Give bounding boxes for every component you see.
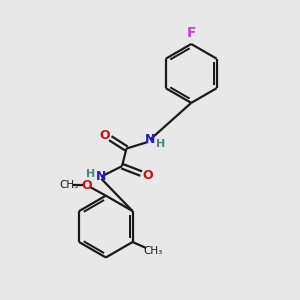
Text: O: O xyxy=(142,169,153,182)
Text: O: O xyxy=(81,179,92,192)
Text: O: O xyxy=(100,129,110,142)
Text: H: H xyxy=(156,139,165,149)
Text: F: F xyxy=(187,26,196,40)
Text: N: N xyxy=(145,133,155,146)
Text: CH₃: CH₃ xyxy=(59,180,79,190)
Text: H: H xyxy=(85,169,95,178)
Text: N: N xyxy=(96,170,106,183)
Text: CH₃: CH₃ xyxy=(144,246,163,256)
